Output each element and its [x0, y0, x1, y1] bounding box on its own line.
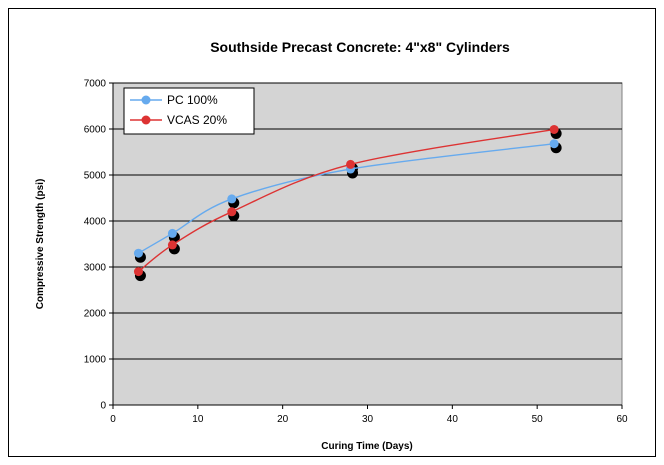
- y-tick-label: 7000: [84, 79, 107, 90]
- data-point: [227, 194, 237, 204]
- x-tick-label: 20: [277, 414, 289, 425]
- y-axis-label: Compressive Strength (psi): [35, 179, 46, 310]
- plot-area: [112, 82, 623, 406]
- legend-label: VCAS 20%: [167, 113, 227, 127]
- y-tick-label: 1000: [84, 355, 107, 366]
- y-tick-label: 6000: [84, 125, 107, 136]
- y-tick-label: 3000: [84, 263, 107, 274]
- chart-title: Southside Precast Concrete: 4"x8" Cylind…: [210, 39, 510, 55]
- series-layer: [133, 124, 562, 282]
- x-tick-label: 0: [110, 414, 116, 425]
- data-point: [227, 207, 237, 217]
- legend-marker: [141, 115, 151, 125]
- legend-label: PC 100%: [167, 93, 218, 107]
- legend: PC 100% VCAS 20%: [123, 87, 255, 135]
- data-point: [133, 248, 143, 258]
- x-tick-label: 30: [362, 414, 374, 425]
- y-tick-label: 4000: [84, 217, 107, 228]
- x-tick-label: 10: [192, 414, 204, 425]
- x-tick-label: 60: [616, 414, 628, 425]
- y-tick-label: 0: [100, 401, 106, 412]
- x-tick-label: 50: [532, 414, 544, 425]
- legend-marker: [141, 95, 151, 105]
- data-point: [346, 159, 356, 169]
- data-point: [167, 240, 177, 250]
- data-point: [133, 267, 143, 277]
- data-point: [549, 139, 559, 149]
- x-tick-label: 40: [447, 414, 459, 425]
- x-axis-label: Curing Time (Days): [321, 441, 413, 452]
- y-tick-label: 2000: [84, 309, 107, 320]
- data-point: [549, 124, 559, 134]
- y-tick-label: 5000: [84, 171, 107, 182]
- axes: 0 1000 2000 3000 4000 5000 6000 7000 0 10 20 30 40 50…: [84, 79, 628, 426]
- data-point: [167, 228, 177, 238]
